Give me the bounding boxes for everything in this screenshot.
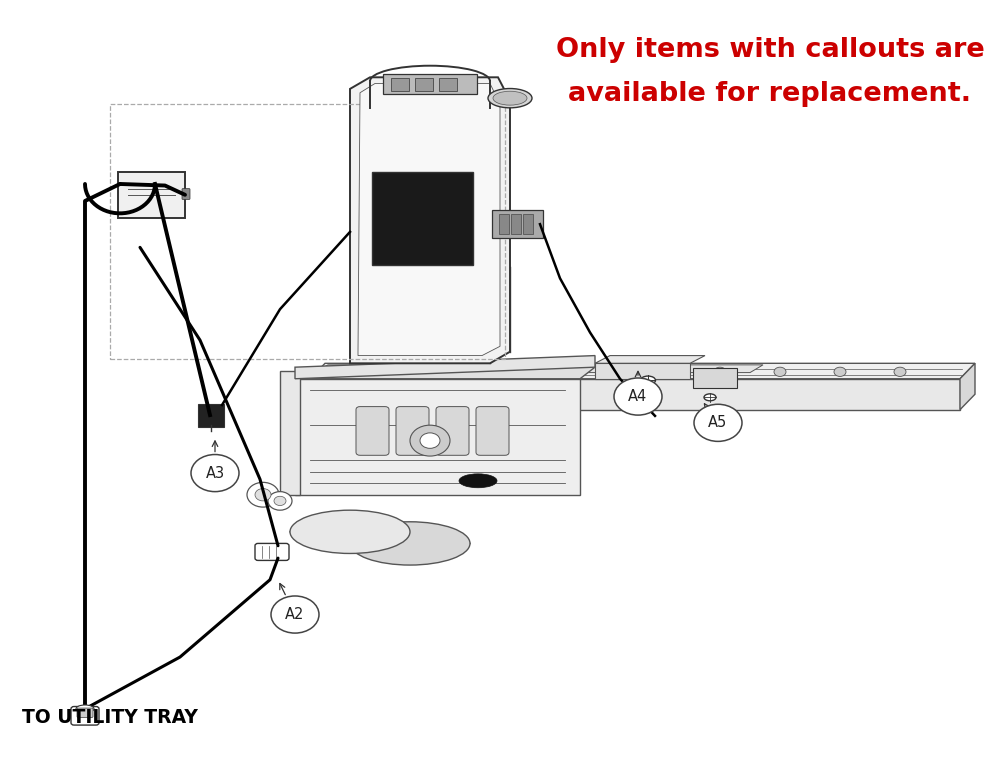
- Text: A2: A2: [285, 607, 305, 622]
- Polygon shape: [280, 371, 300, 495]
- Circle shape: [694, 404, 742, 441]
- Polygon shape: [358, 83, 500, 356]
- FancyBboxPatch shape: [255, 543, 289, 560]
- Circle shape: [714, 367, 726, 376]
- Circle shape: [614, 378, 662, 415]
- FancyBboxPatch shape: [476, 407, 509, 455]
- Polygon shape: [960, 363, 975, 410]
- Polygon shape: [595, 363, 690, 379]
- Ellipse shape: [290, 510, 410, 553]
- Ellipse shape: [640, 376, 656, 384]
- FancyBboxPatch shape: [396, 407, 429, 455]
- FancyBboxPatch shape: [492, 210, 543, 238]
- Polygon shape: [295, 367, 595, 379]
- Circle shape: [274, 496, 286, 506]
- FancyBboxPatch shape: [372, 172, 473, 265]
- Polygon shape: [295, 379, 580, 495]
- Circle shape: [774, 367, 786, 376]
- FancyBboxPatch shape: [391, 78, 409, 91]
- Ellipse shape: [459, 474, 497, 488]
- FancyBboxPatch shape: [436, 407, 469, 455]
- Polygon shape: [295, 356, 595, 379]
- FancyBboxPatch shape: [439, 78, 457, 91]
- Circle shape: [268, 492, 292, 510]
- FancyBboxPatch shape: [182, 189, 190, 199]
- FancyBboxPatch shape: [198, 404, 224, 427]
- Text: TO UTILITY TRAY: TO UTILITY TRAY: [22, 708, 198, 727]
- Circle shape: [191, 455, 239, 492]
- Ellipse shape: [493, 91, 527, 105]
- Ellipse shape: [350, 522, 470, 565]
- Polygon shape: [310, 363, 975, 379]
- Text: A4: A4: [628, 389, 648, 404]
- Circle shape: [247, 482, 279, 507]
- Text: available for replacement.: available for replacement.: [568, 81, 972, 107]
- FancyBboxPatch shape: [693, 368, 737, 388]
- Ellipse shape: [704, 393, 716, 400]
- Circle shape: [834, 367, 846, 376]
- Circle shape: [271, 596, 319, 633]
- Circle shape: [420, 433, 440, 448]
- FancyBboxPatch shape: [356, 407, 389, 455]
- Circle shape: [255, 489, 271, 501]
- Circle shape: [894, 367, 906, 376]
- Text: Only items with callouts are: Only items with callouts are: [556, 37, 984, 63]
- FancyBboxPatch shape: [499, 214, 509, 234]
- Ellipse shape: [488, 88, 532, 108]
- Text: A5: A5: [708, 415, 728, 431]
- FancyBboxPatch shape: [511, 214, 521, 234]
- Polygon shape: [350, 77, 510, 363]
- Text: A3: A3: [205, 465, 225, 481]
- Polygon shape: [118, 172, 185, 218]
- Circle shape: [410, 425, 450, 456]
- FancyBboxPatch shape: [71, 707, 99, 725]
- FancyBboxPatch shape: [415, 78, 433, 91]
- FancyBboxPatch shape: [77, 708, 93, 717]
- Ellipse shape: [76, 705, 94, 713]
- Polygon shape: [595, 356, 705, 363]
- Polygon shape: [315, 365, 763, 373]
- FancyBboxPatch shape: [383, 74, 477, 94]
- Polygon shape: [310, 379, 960, 410]
- FancyBboxPatch shape: [523, 214, 533, 234]
